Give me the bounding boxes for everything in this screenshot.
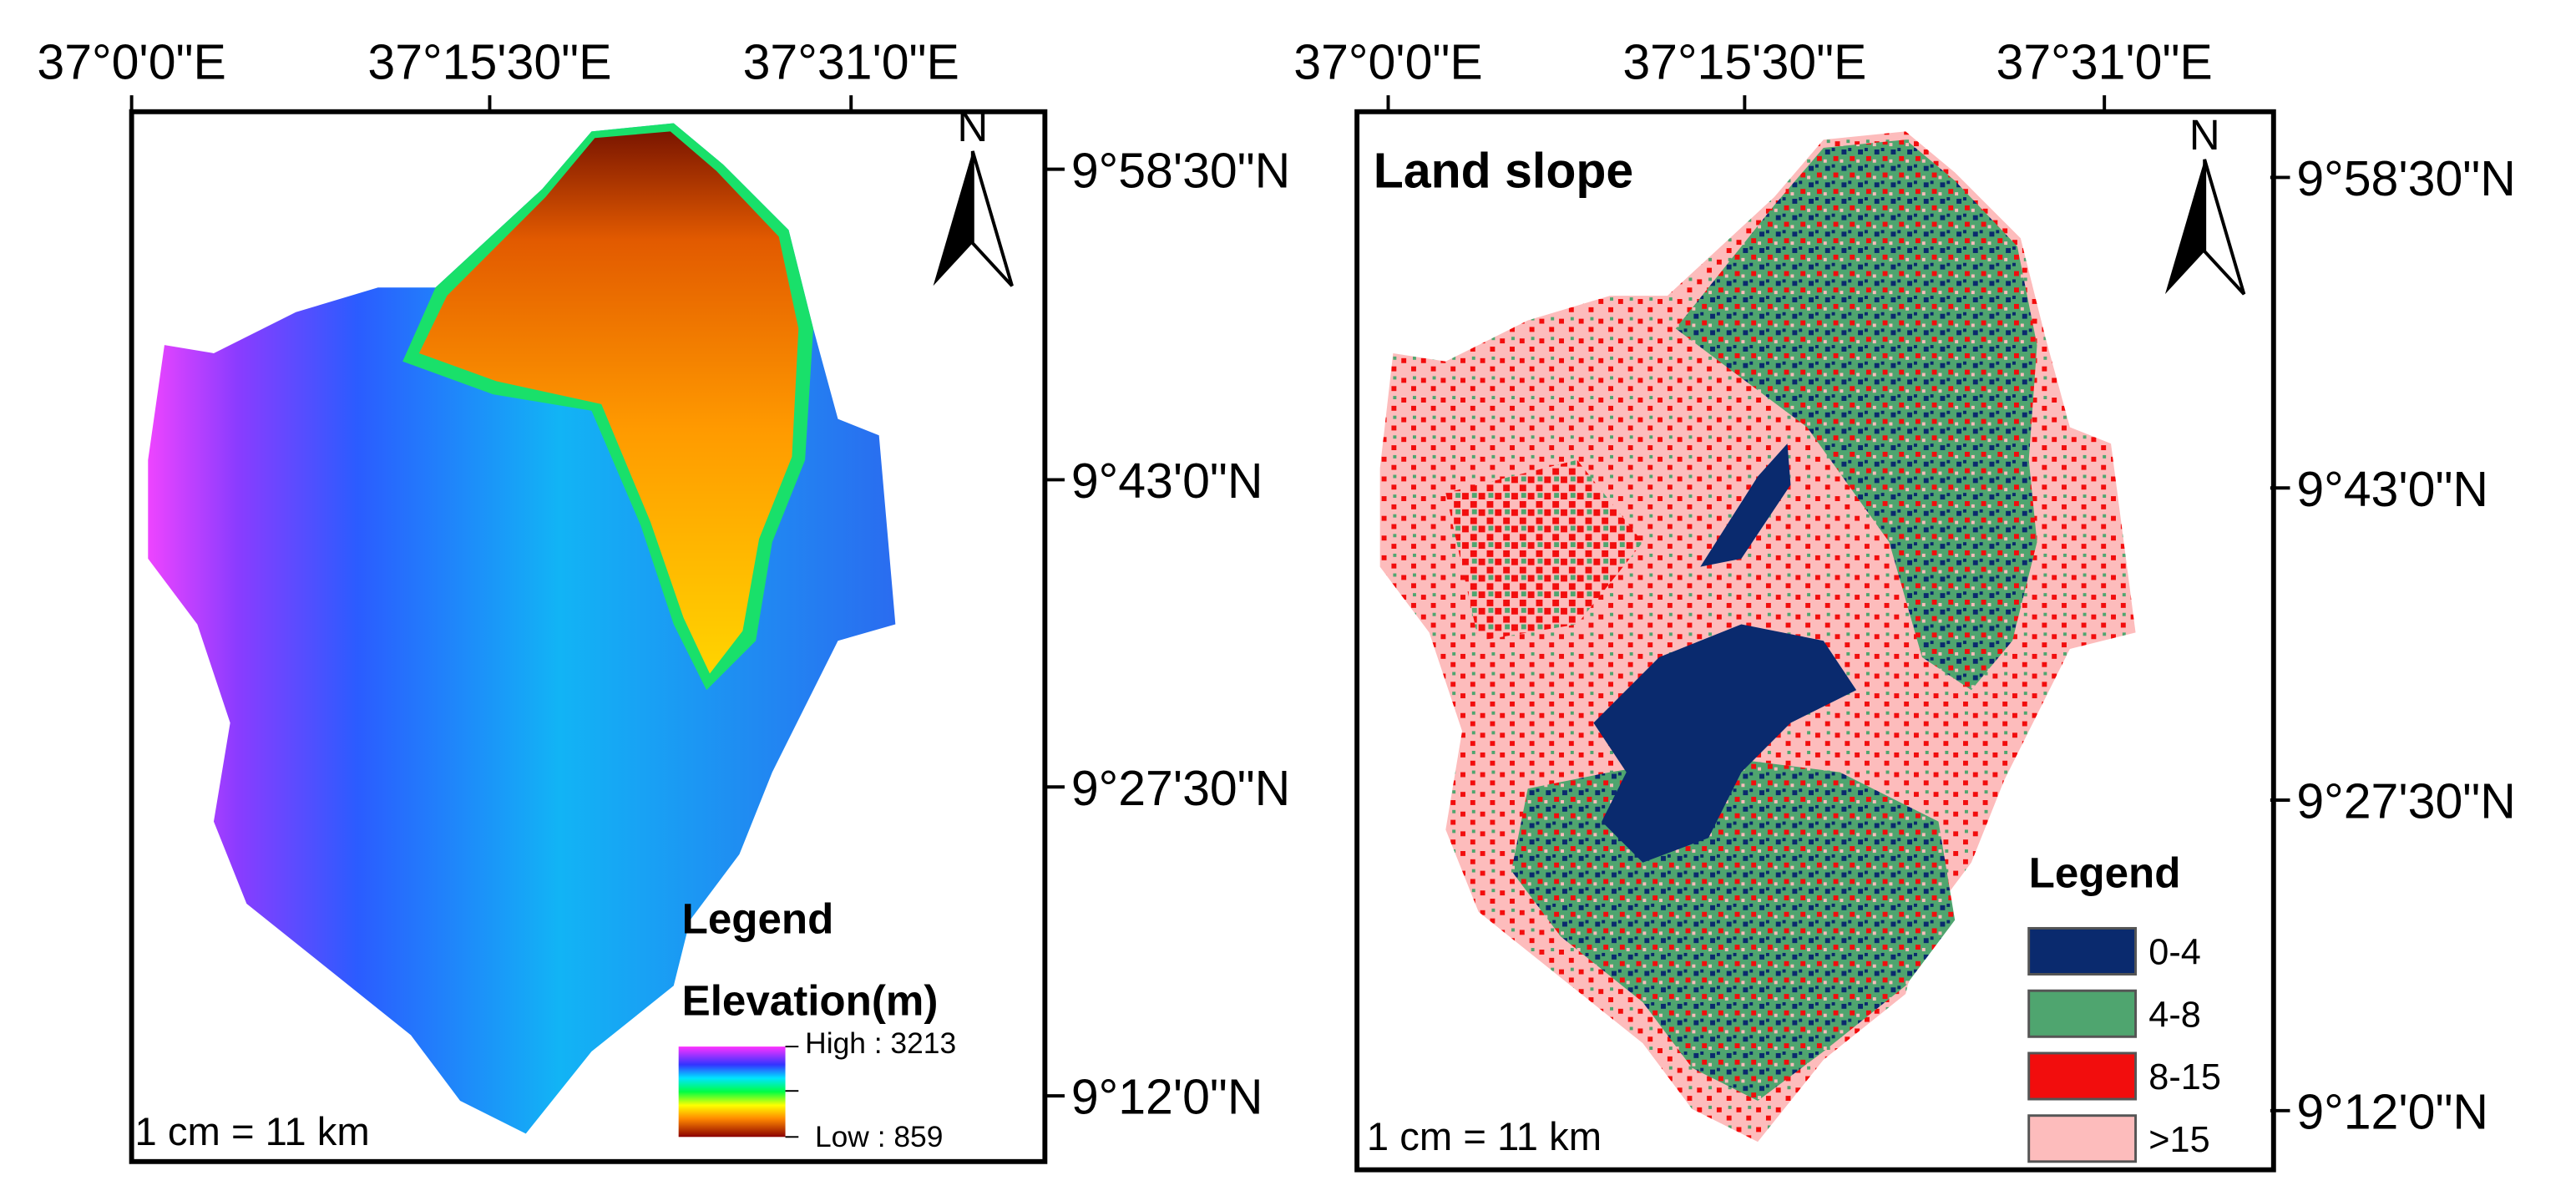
slope-map: 37°0'0"E 37°15'30"E 37°31'0"E 9°58'30"N 9°43… (1293, 34, 2516, 1173)
legend-label: 0-4 (2148, 933, 2201, 973)
legend-label: 4-8 (2148, 995, 2201, 1035)
x-coordinate-label: 37°0'0"E (1293, 34, 1482, 89)
y-coordinate-label: 9°43'0"N (1071, 454, 1263, 509)
basin-highland (418, 131, 799, 674)
north-arrow-right (2203, 159, 2246, 296)
x-coordinate-label: 37°15'30"E (1622, 34, 1866, 89)
legend-swatch (2027, 1114, 2138, 1163)
legend-swatch (2027, 1052, 2138, 1101)
scale-text: 1 cm = 11 km (1367, 1115, 1602, 1159)
map-title: Land slope (1374, 143, 1633, 198)
x-coordinate-label: 37°31'0"E (1997, 34, 2213, 89)
slope-moderate (1675, 139, 2037, 691)
elevation-map: 37°0'0"E 37°15'30"E 37°31'0"E 9°58'30"N 9°43… (37, 34, 1290, 1164)
north-label: N (957, 103, 988, 150)
legend-title: Legend (2029, 849, 2181, 896)
y-coordinate-label: 9°27'30"N (2296, 774, 2515, 829)
legend-label: 8-15 (2148, 1057, 2221, 1097)
north-arrow-right (970, 150, 1014, 287)
legend-swatch (2027, 926, 2138, 976)
legend-subtitle: Elevation(m) (682, 977, 939, 1025)
y-coordinate-label: 9°12'0"N (1071, 1070, 1263, 1125)
scale-text: 1 cm = 11 km (135, 1110, 370, 1154)
legend-high: High : 3213 (805, 1026, 956, 1060)
x-coordinate-label: 37°15'30"E (367, 34, 611, 89)
y-coordinate-label: 9°58'30"N (1071, 143, 1290, 198)
y-coordinate-label: 9°12'0"N (2296, 1084, 2488, 1139)
x-coordinate-label: 37°0'0"E (37, 34, 225, 89)
slope-steep (1445, 459, 1643, 641)
elevation-ramp (678, 1046, 786, 1138)
slope-flat (1593, 624, 1857, 863)
north-label: N (2189, 111, 2220, 159)
legend-title: Legend (682, 894, 834, 942)
legend-swatch (2027, 989, 2138, 1038)
legend-label: >15 (2148, 1120, 2209, 1160)
x-coordinate-label: 37°31'0"E (743, 34, 959, 89)
legend-low: Low : 859 (815, 1120, 943, 1153)
y-coordinate-label: 9°43'0"N (2296, 462, 2488, 517)
y-coordinate-label: 9°27'30"N (1071, 761, 1290, 816)
north-arrow-left (933, 150, 973, 286)
slope-flat-channel (1700, 443, 1791, 567)
y-coordinate-label: 9°58'30"N (2296, 151, 2515, 206)
